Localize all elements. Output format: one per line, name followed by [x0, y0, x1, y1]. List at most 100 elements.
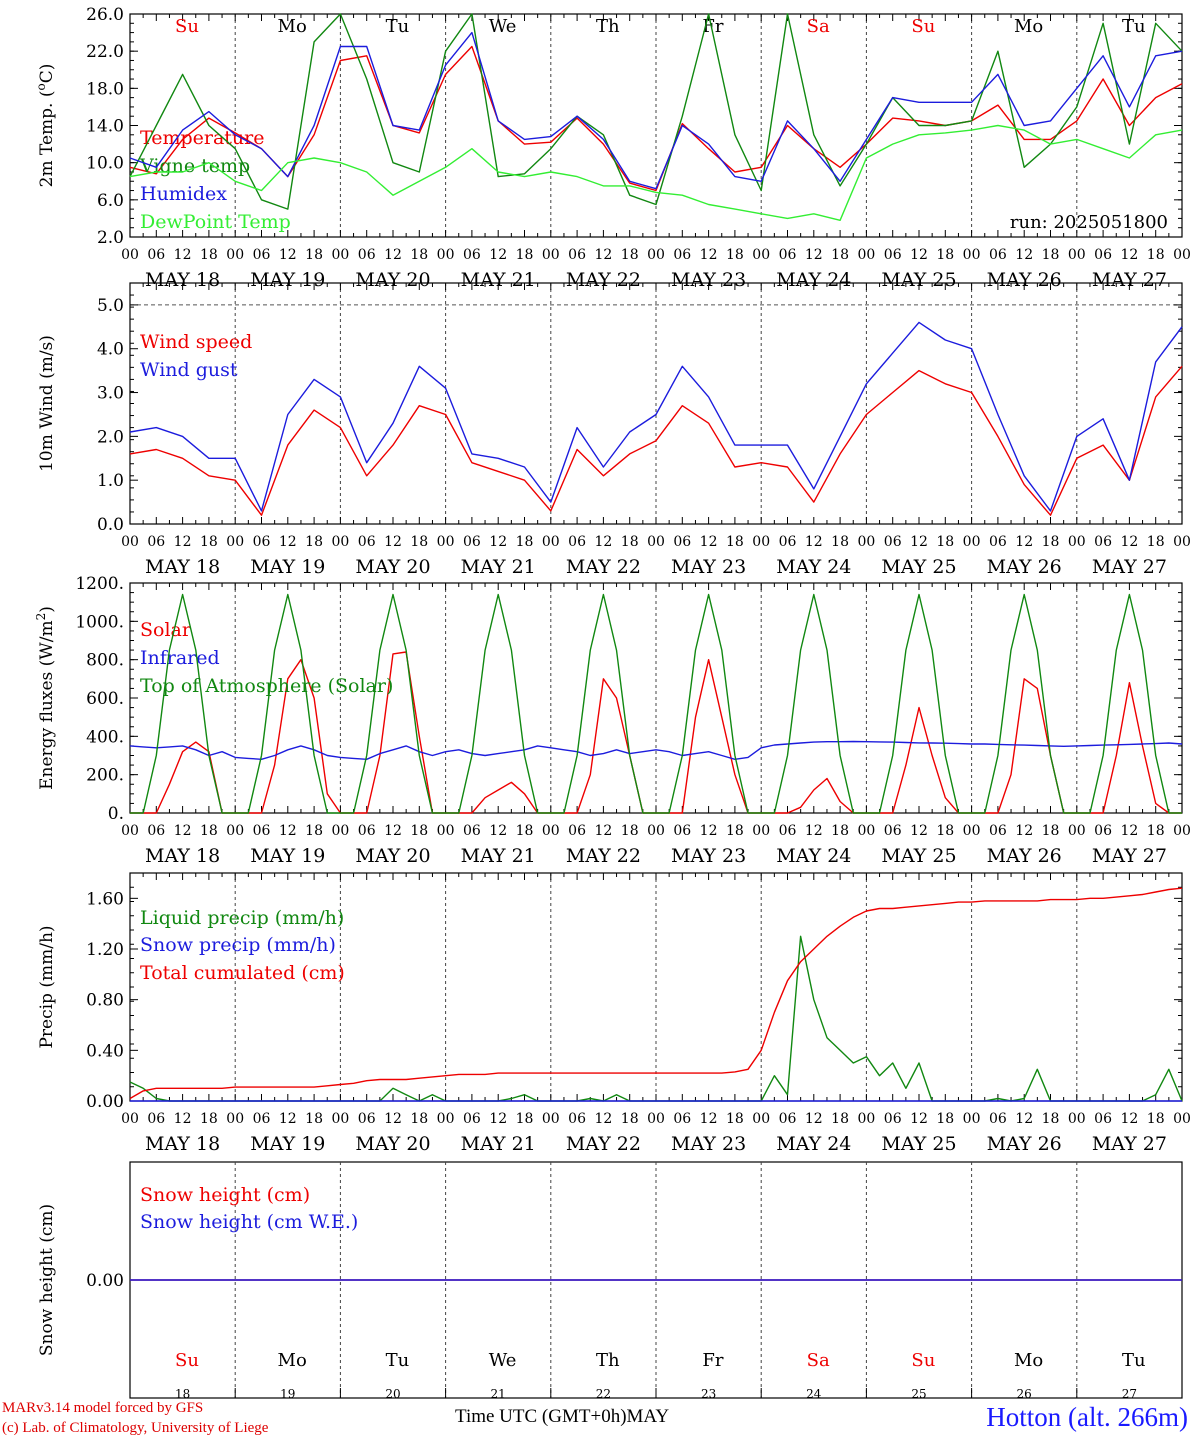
- x-hour-label: 06: [253, 823, 271, 839]
- y-axis-label-main: Energy fluxes (W/m: [37, 620, 57, 789]
- x-hour-label: 06: [463, 534, 481, 550]
- x-hour-label: 12: [1120, 247, 1138, 263]
- x-hour-label: 18: [831, 1111, 849, 1127]
- x-hour-label: 00: [647, 534, 665, 550]
- x-hour-label: 18: [410, 534, 428, 550]
- day-number-label: 22: [596, 1387, 611, 1400]
- x-hour-label: 18: [305, 823, 323, 839]
- x-hour-label: 06: [147, 823, 165, 839]
- series-line: [130, 593, 1182, 814]
- x-day-label: MAY 22: [566, 269, 641, 291]
- weekday-label: Mo: [278, 16, 307, 37]
- weekday-label: Tu: [1122, 1350, 1146, 1371]
- x-hour-label: 12: [700, 1111, 718, 1127]
- x-hour-label: 00: [542, 823, 560, 839]
- y-tick-label: 18.0: [86, 79, 124, 99]
- y-tick-label: 10.0: [86, 154, 124, 174]
- legend-entry: Top of Atmosphere (Solar): [140, 675, 393, 697]
- x-hour-label: 18: [1042, 1111, 1060, 1127]
- x-hour-label: 12: [805, 1111, 823, 1127]
- weekday-label: Su: [175, 16, 199, 37]
- x-day-label: MAY 25: [881, 269, 956, 291]
- x-hour-label: 06: [989, 823, 1007, 839]
- legend-entry: Wind gust: [140, 359, 238, 381]
- x-hour-label: 00: [331, 823, 349, 839]
- y-tick-label: 0.: [108, 804, 124, 824]
- x-day-label: MAY 20: [355, 1133, 430, 1155]
- x-hour-label: 00: [121, 247, 139, 263]
- x-day-label: MAY 24: [776, 1133, 851, 1155]
- weekday-label: Tu: [386, 16, 410, 37]
- run-annotation: run: 2025051800: [1010, 212, 1168, 233]
- legend-entry: Wind speed: [140, 331, 252, 353]
- weekday-label: Tu: [386, 1350, 410, 1371]
- y-axis-label: Precip (mm/h): [37, 925, 57, 1048]
- x-hour-label: 00: [963, 247, 981, 263]
- y-tick-label: 0.40: [86, 1041, 124, 1061]
- y-tick-label: 1.0: [97, 471, 124, 491]
- x-hour-label: 00: [752, 247, 770, 263]
- x-day-label: MAY 23: [671, 556, 746, 578]
- x-hour-label: 00: [331, 1111, 349, 1127]
- x-hour-label: 12: [805, 534, 823, 550]
- x-hour-label: 00: [121, 823, 139, 839]
- x-hour-label: 12: [594, 1111, 612, 1127]
- x-day-label: MAY 27: [1092, 1133, 1167, 1155]
- x-day-label: MAY 19: [250, 845, 325, 867]
- x-hour-label: 18: [1147, 1111, 1165, 1127]
- x-hour-label: 06: [358, 823, 376, 839]
- x-hour-label: 06: [463, 247, 481, 263]
- x-hour-label: 18: [516, 823, 534, 839]
- x-hour-label: 18: [621, 823, 639, 839]
- x-hour-label: 00: [752, 534, 770, 550]
- x-hour-label: 00: [752, 1111, 770, 1127]
- x-hour-label: 00: [857, 534, 875, 550]
- weekday-label: We: [489, 1350, 517, 1371]
- x-hour-label: 00: [1068, 534, 1086, 550]
- x-day-label: MAY 23: [671, 1133, 746, 1155]
- x-hour-label: 12: [384, 247, 402, 263]
- x-day-label: MAY 19: [250, 1133, 325, 1155]
- x-hour-label: 00: [752, 823, 770, 839]
- x-hour-label: 18: [1147, 534, 1165, 550]
- series-line: [129, 124, 1183, 222]
- x-hour-label: 00: [331, 247, 349, 263]
- x-hour-label: 18: [305, 247, 323, 263]
- x-day-label: MAY 22: [566, 1133, 641, 1155]
- y-tick-label: 22.0: [86, 42, 124, 62]
- x-day-label: MAY 24: [776, 556, 851, 578]
- x-hour-label: 06: [779, 823, 797, 839]
- x-hour-label: 12: [384, 823, 402, 839]
- y-tick-label: 4.0: [97, 340, 124, 360]
- x-hour-label: 06: [147, 534, 165, 550]
- x-hour-label: 06: [884, 247, 902, 263]
- x-hour-label: 00: [437, 247, 455, 263]
- x-hour-label: 12: [489, 534, 507, 550]
- legend-entry: DewPoint Temp: [140, 211, 291, 233]
- x-day-label: MAY 19: [250, 269, 325, 291]
- x-hour-label: 12: [1120, 823, 1138, 839]
- x-hour-label: 18: [1042, 534, 1060, 550]
- x-day-label: MAY 18: [145, 1133, 220, 1155]
- x-day-label: MAY 21: [461, 556, 536, 578]
- x-hour-label: 18: [831, 247, 849, 263]
- x-hour-label: 12: [1015, 534, 1033, 550]
- y-tick-label: 2.0: [97, 427, 124, 447]
- x-day-label: MAY 24: [776, 845, 851, 867]
- x-hour-label: 18: [726, 247, 744, 263]
- x-hour-label: 18: [305, 1111, 323, 1127]
- x-hour-label: 12: [1015, 247, 1033, 263]
- x-hour-label: 12: [384, 1111, 402, 1127]
- x-hour-label: 00: [121, 1111, 139, 1127]
- x-hour-label: 06: [673, 1111, 691, 1127]
- x-hour-label: 00: [226, 534, 244, 550]
- x-hour-label: 12: [1015, 1111, 1033, 1127]
- x-hour-label: 12: [1015, 823, 1033, 839]
- x-hour-label: 18: [200, 1111, 218, 1127]
- x-hour-label: 00: [226, 247, 244, 263]
- x-day-label: MAY 18: [145, 556, 220, 578]
- legend-entry: Humidex: [140, 183, 227, 205]
- y-tick-label: 0.80: [86, 991, 124, 1011]
- x-hour-label: 18: [831, 534, 849, 550]
- x-hour-label: 00: [963, 534, 981, 550]
